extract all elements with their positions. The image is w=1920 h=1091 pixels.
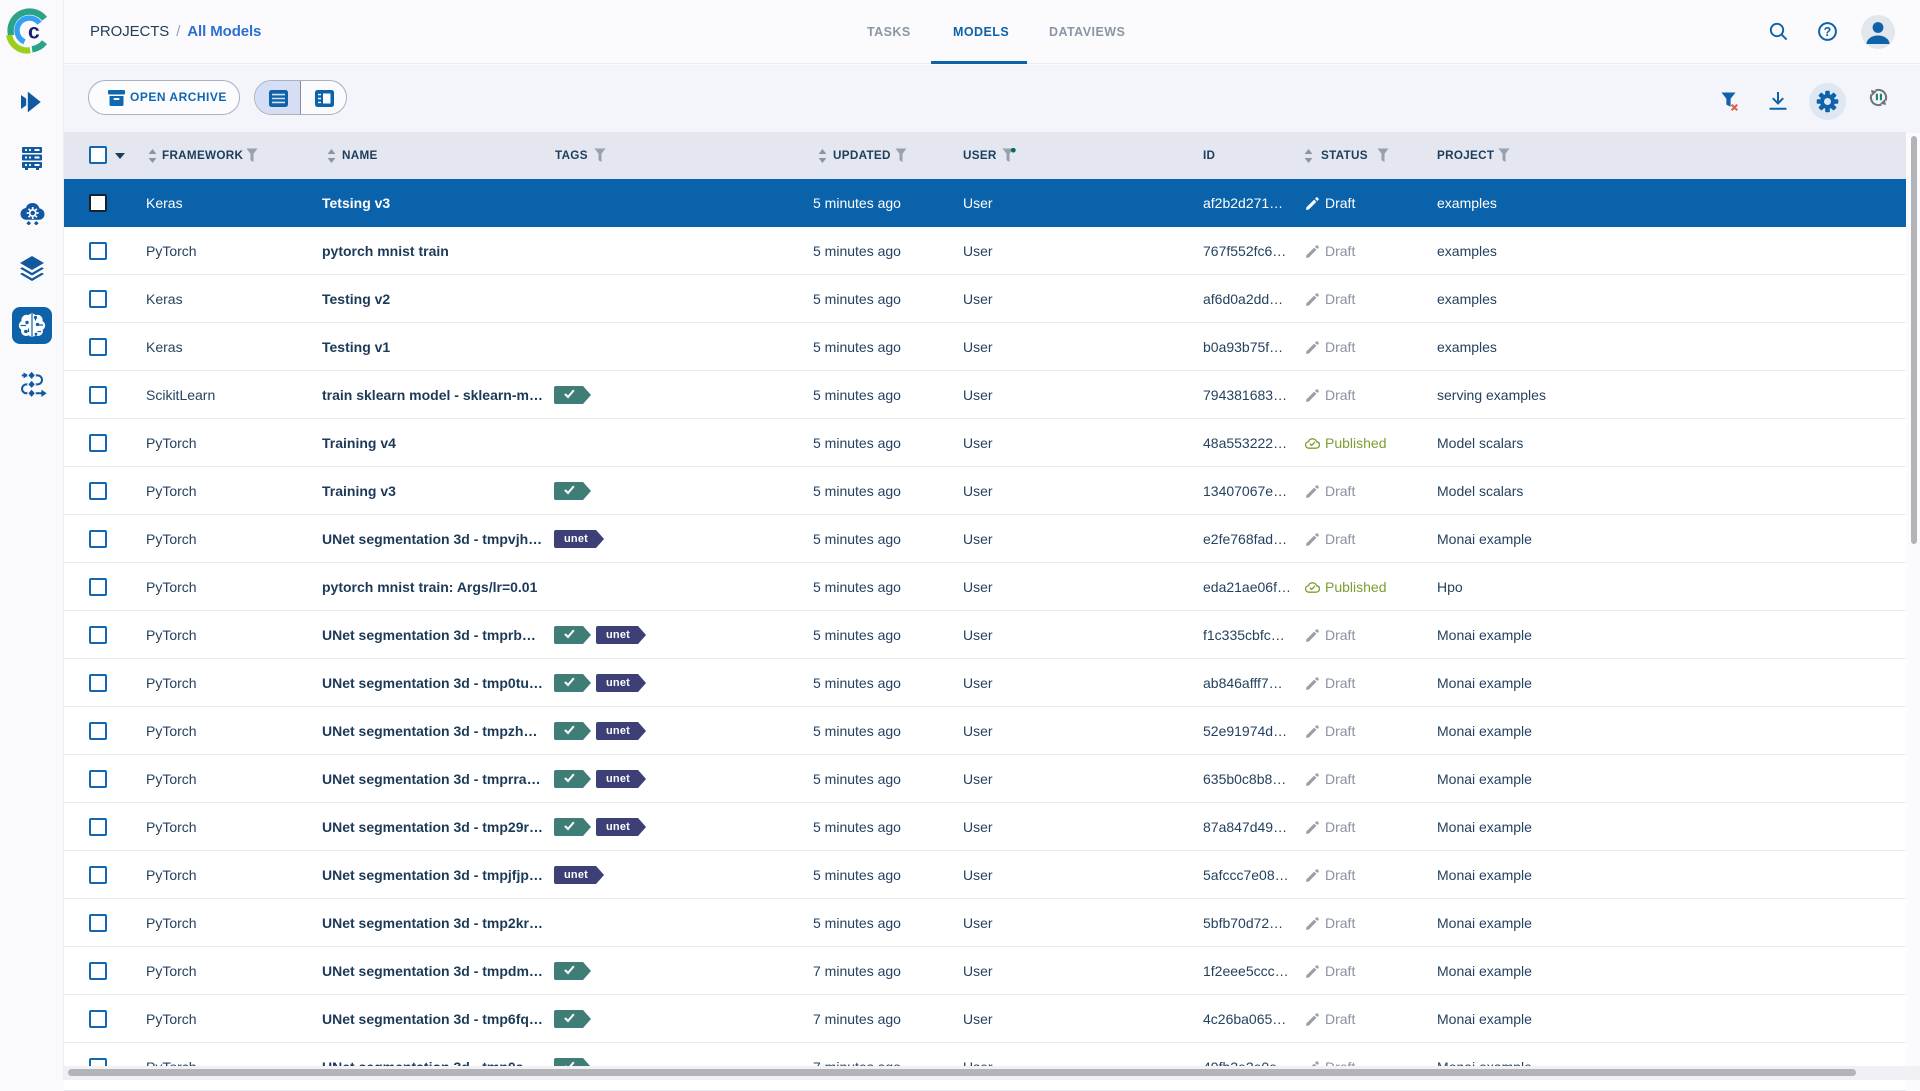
svg-text:c: c [28, 20, 40, 43]
svg-text:?: ? [1824, 25, 1832, 39]
